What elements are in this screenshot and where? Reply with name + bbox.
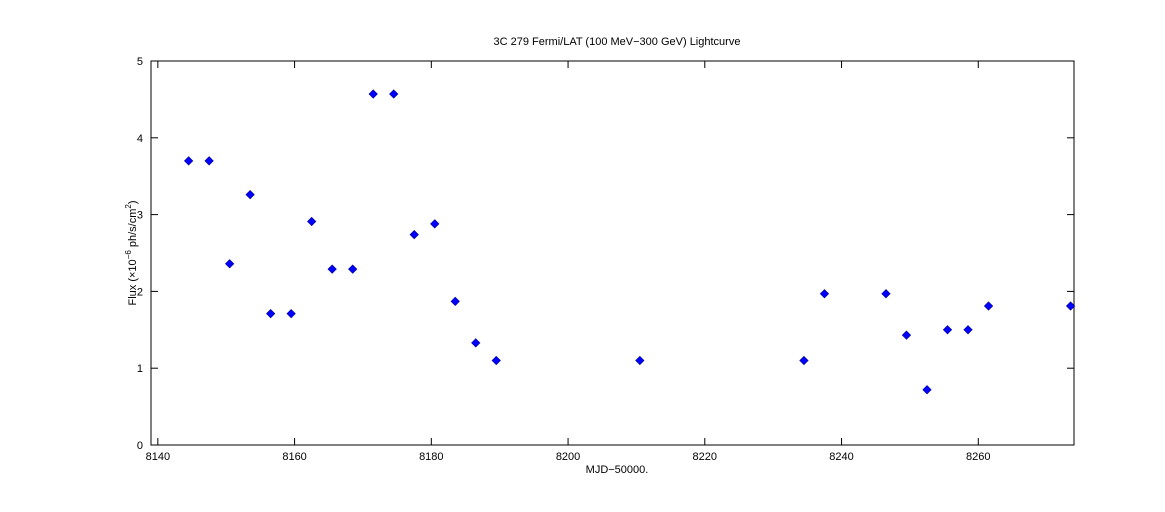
x-tick-label: 8220: [693, 451, 717, 463]
chart-title: 3C 279 Fermi/LAT (100 MeV−300 GeV) Light…: [494, 36, 741, 48]
x-tick-label: 8260: [966, 451, 990, 463]
data-point: [225, 259, 235, 269]
x-tick-label: 8180: [419, 451, 443, 463]
y-tick-label: 0: [137, 440, 143, 452]
y-axis-title-suffix: ): [127, 201, 139, 205]
data-point: [901, 330, 912, 340]
y-tick-label: 1: [137, 363, 143, 375]
data-point: [409, 229, 419, 240]
x-tick-label: 8140: [146, 451, 170, 463]
y-axis-title-unit-exponent: 2: [124, 204, 133, 209]
data-point: [881, 289, 891, 299]
data-point: [471, 338, 481, 348]
data-point: [799, 355, 809, 366]
y-tick-label: 5: [137, 56, 143, 68]
y-axis-title-middle: ph/s/cm: [127, 209, 139, 251]
x-axis-title: MJD−50000.: [586, 464, 649, 476]
y-tick-label: 3: [137, 210, 143, 222]
x-tick-label: 8160: [282, 451, 306, 463]
data-point: [491, 355, 501, 366]
data-point: [368, 89, 378, 99]
x-axis-ticks: 8140 8160 8180 8200 8220 8240 8260: [146, 61, 991, 463]
x-tick-label: 8240: [829, 451, 853, 463]
axes-box: [150, 60, 1075, 446]
y-axis-title: Flux (×10−6 ph/s/cm2): [124, 201, 139, 306]
y-axis-ticks: 0 1 2 3 4 5: [137, 56, 1074, 452]
data-point: [1065, 301, 1076, 311]
data-point: [635, 355, 645, 366]
data-point: [204, 156, 214, 166]
data-point: [983, 301, 994, 311]
y-tick-label: 2: [137, 286, 143, 298]
y-tick-label: 4: [137, 133, 143, 145]
y-axis-title-prefix: Flux (×10: [127, 259, 139, 305]
data-point: [963, 325, 973, 335]
data-point: [819, 289, 830, 299]
data-point: [430, 219, 440, 229]
data-points: [183, 89, 1076, 395]
x-tick-label: 8200: [556, 451, 580, 463]
data-point: [183, 156, 194, 166]
data-point: [450, 296, 460, 307]
data-point: [348, 264, 358, 274]
y-axis-title-exponent: −6: [124, 250, 133, 260]
data-point: [245, 190, 255, 200]
plot-area: 8140 8160 8180 8200 8220 8240 8260 0 1 2 3 4 5: [137, 56, 1076, 463]
data-point: [389, 89, 399, 99]
data-point: [286, 309, 296, 319]
data-point: [327, 264, 337, 274]
data-point: [307, 216, 317, 227]
data-point: [942, 325, 953, 335]
data-point: [922, 385, 932, 395]
data-point: [266, 309, 276, 319]
